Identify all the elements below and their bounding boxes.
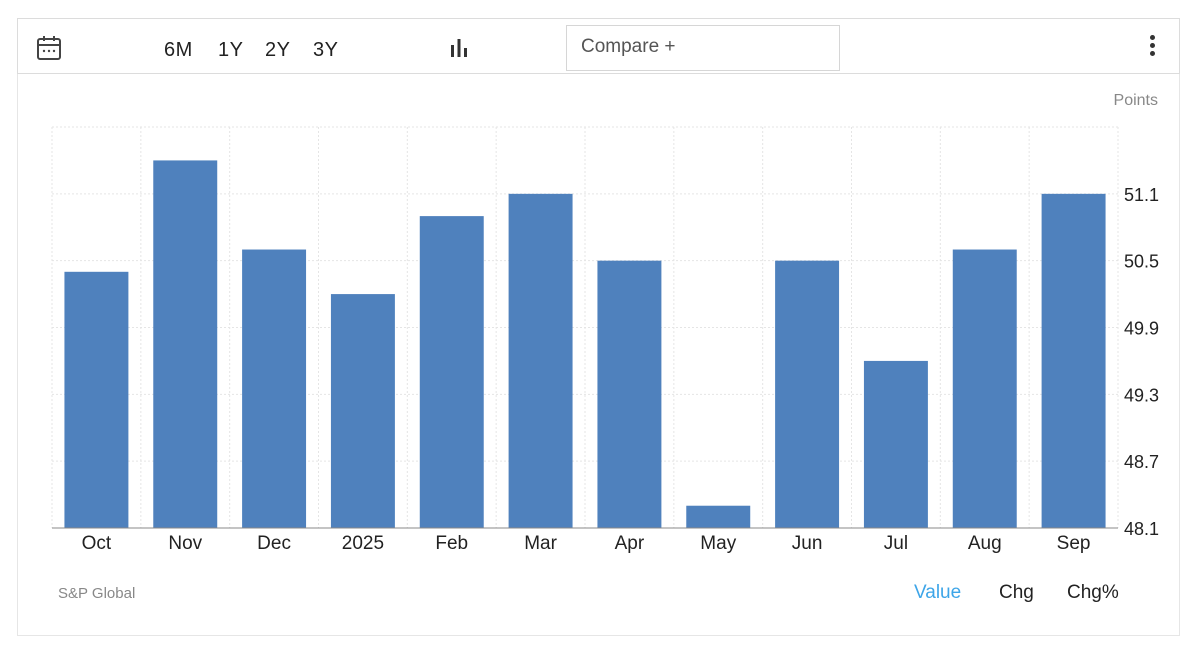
- mode-chgpct-tab[interactable]: Chg%: [1067, 582, 1119, 603]
- y-tick-label: 49.3: [1124, 385, 1159, 405]
- bar-apr[interactable]: [597, 260, 662, 528]
- bar-may[interactable]: [686, 505, 751, 528]
- x-tick-label: Mar: [524, 533, 557, 554]
- x-tick-label: May: [700, 533, 736, 554]
- x-tick-label: Dec: [257, 533, 291, 554]
- range-1y-button[interactable]: 1Y: [218, 39, 244, 61]
- bar-2025[interactable]: [330, 294, 395, 528]
- x-tick-label: Oct: [82, 533, 112, 554]
- chart-frame: [17, 74, 1180, 636]
- y-tick-label: 48.1: [1124, 519, 1159, 539]
- y-tick-label: 51.1: [1124, 185, 1159, 205]
- bar-sep[interactable]: [1041, 193, 1106, 529]
- calendar-icon[interactable]: [36, 35, 62, 61]
- mode-value-tab[interactable]: Value: [914, 582, 962, 603]
- x-tick-label: Nov: [168, 533, 202, 554]
- more-vertical-icon[interactable]: [1147, 35, 1157, 59]
- bar-feb[interactable]: [419, 216, 484, 528]
- bar-dec[interactable]: [242, 249, 307, 528]
- bar-jun[interactable]: [775, 260, 840, 528]
- x-tick-label: Jun: [792, 533, 823, 554]
- bar-oct[interactable]: [64, 271, 129, 528]
- x-tick-label: 2025: [342, 533, 384, 554]
- bar-chart-icon[interactable]: [448, 37, 470, 59]
- chart-toolbar: 6M 1Y 2Y 3Y Compare +: [17, 18, 1180, 74]
- x-tick-label: Apr: [615, 533, 645, 554]
- x-tick-label: Jul: [884, 533, 908, 554]
- bar-jul[interactable]: [863, 360, 928, 528]
- y-tick-label: 50.5: [1124, 252, 1159, 272]
- range-6m-button[interactable]: 6M: [164, 39, 193, 61]
- source-label: S&P Global: [58, 585, 136, 602]
- x-tick-label: Sep: [1057, 533, 1091, 554]
- y-tick-label: 48.7: [1124, 452, 1159, 472]
- y-tick-label: 49.9: [1124, 319, 1159, 339]
- bar-mar[interactable]: [508, 193, 573, 529]
- unit-label: Points: [1113, 92, 1158, 109]
- mode-chg-tab[interactable]: Chg: [999, 582, 1034, 603]
- x-tick-label: Feb: [435, 533, 468, 554]
- x-tick-label: Aug: [968, 533, 1002, 554]
- bar-nov[interactable]: [153, 160, 218, 528]
- range-2y-button[interactable]: 2Y: [265, 39, 291, 61]
- range-3y-button[interactable]: 3Y: [313, 39, 339, 61]
- bar-aug[interactable]: [952, 249, 1017, 528]
- compare-input[interactable]: Compare +: [566, 25, 840, 71]
